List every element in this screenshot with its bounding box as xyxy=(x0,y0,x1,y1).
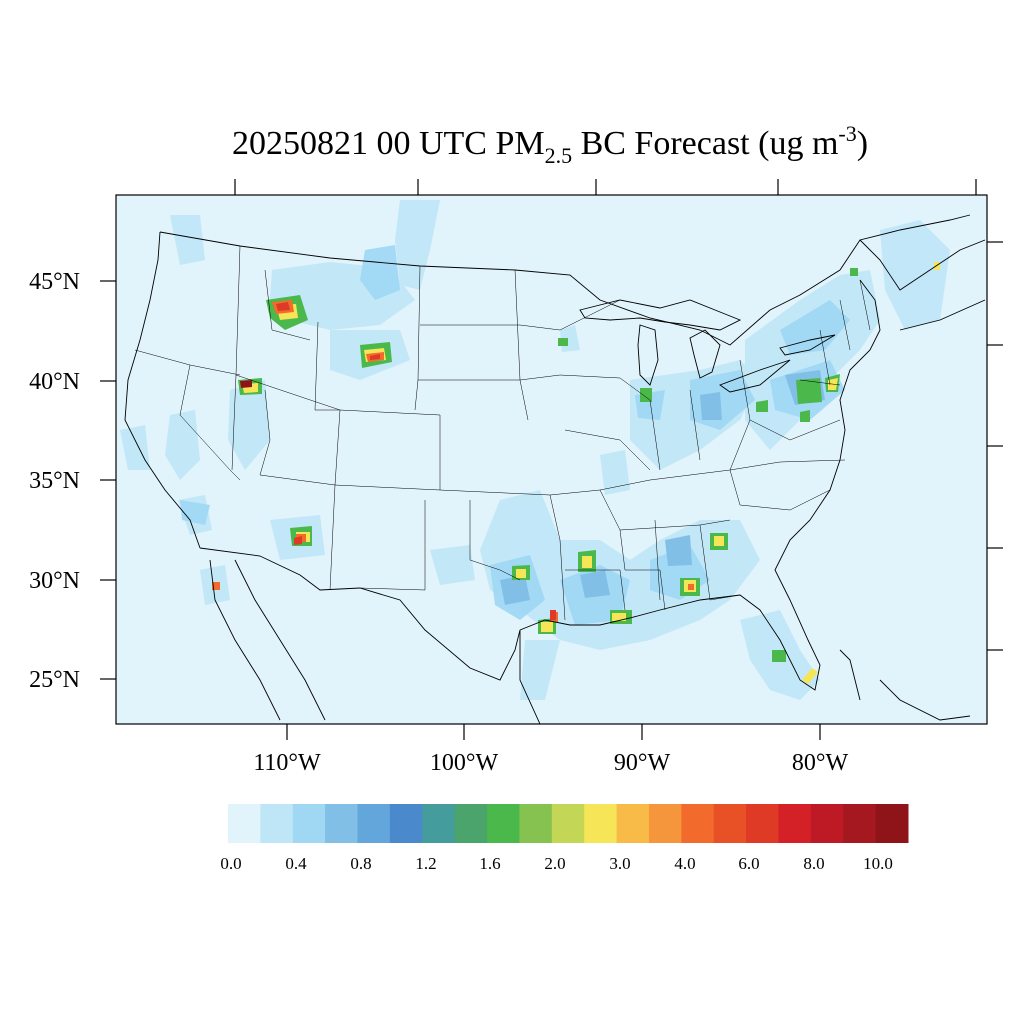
lat-labels: 45°N 40°N 35°N 30°N 25°N xyxy=(29,269,80,693)
lon-labels: 110°W 100°W 90°W 80°W xyxy=(253,750,848,776)
colorbar-tick-label: 0.4 xyxy=(285,854,307,873)
lat-label: 35°N xyxy=(29,468,80,494)
colorbar-tick-label: 0.8 xyxy=(350,854,371,873)
colorbar-tick-label: 8.0 xyxy=(803,854,824,873)
map-frame xyxy=(115,194,988,725)
colorbar-swatch xyxy=(713,804,747,843)
colorbar-swatch xyxy=(357,804,391,843)
colorbar-swatch xyxy=(422,804,456,843)
colorbar-tick-label: 3.0 xyxy=(609,854,630,873)
colorbar-tick-label: 2.0 xyxy=(544,854,565,873)
colorbar-swatch xyxy=(292,804,326,843)
colorbar-tick-label: 6.0 xyxy=(738,854,759,873)
lon-label: 110°W xyxy=(253,750,321,776)
colorbar-swatch xyxy=(843,804,877,843)
colorbar-swatch xyxy=(228,804,261,843)
colorbar-swatch xyxy=(325,804,359,843)
colorbar-tick-label: 4.0 xyxy=(674,854,695,873)
colorbar-tick-label: 10.0 xyxy=(863,854,893,873)
colorbar-swatch xyxy=(648,804,682,843)
lon-label: 100°W xyxy=(430,750,499,776)
colorbar-tick-label: 1.6 xyxy=(479,854,500,873)
colorbar-swatch xyxy=(389,804,423,843)
colorbar-swatch xyxy=(454,804,488,843)
colorbar-tick-label: 1.2 xyxy=(415,854,436,873)
colorbar-swatch xyxy=(616,804,650,843)
colorbar-swatch xyxy=(875,804,909,843)
colorbar-swatch xyxy=(519,804,553,843)
colorbar-swatch xyxy=(681,804,715,843)
colorbar-swatch xyxy=(584,804,618,843)
colorbar-labels: 0.0 0.4 0.8 1.2 1.6 2.0 3.0 4.0 6.0 8.0 … xyxy=(220,854,893,873)
colorbar-swatch xyxy=(778,804,812,843)
colorbar-swatch xyxy=(810,804,844,843)
lat-label: 45°N xyxy=(29,269,80,295)
coastline-and-borders xyxy=(124,214,986,724)
lon-label: 80°W xyxy=(792,750,849,776)
bottom-ticks xyxy=(286,724,821,740)
colorbar-swatch xyxy=(551,804,585,843)
state-boundaries xyxy=(134,245,871,621)
colorbar-swatch xyxy=(746,804,779,843)
lon-label: 90°W xyxy=(614,750,671,776)
colorbar-swatch xyxy=(487,804,520,843)
colorbar-tick-label: 0.0 xyxy=(220,854,241,873)
colorbar xyxy=(228,804,909,843)
top-ticks xyxy=(234,179,977,195)
lat-label: 30°N xyxy=(29,568,80,594)
colorbar-swatch xyxy=(260,804,294,843)
lat-label: 40°N xyxy=(29,369,80,395)
map-title: 20250821 00 UTC PM2.5 BC Forecast (ug m-… xyxy=(232,121,868,168)
left-ticks xyxy=(100,280,116,680)
right-ticks xyxy=(987,241,1003,651)
lat-label: 25°N xyxy=(29,667,80,693)
